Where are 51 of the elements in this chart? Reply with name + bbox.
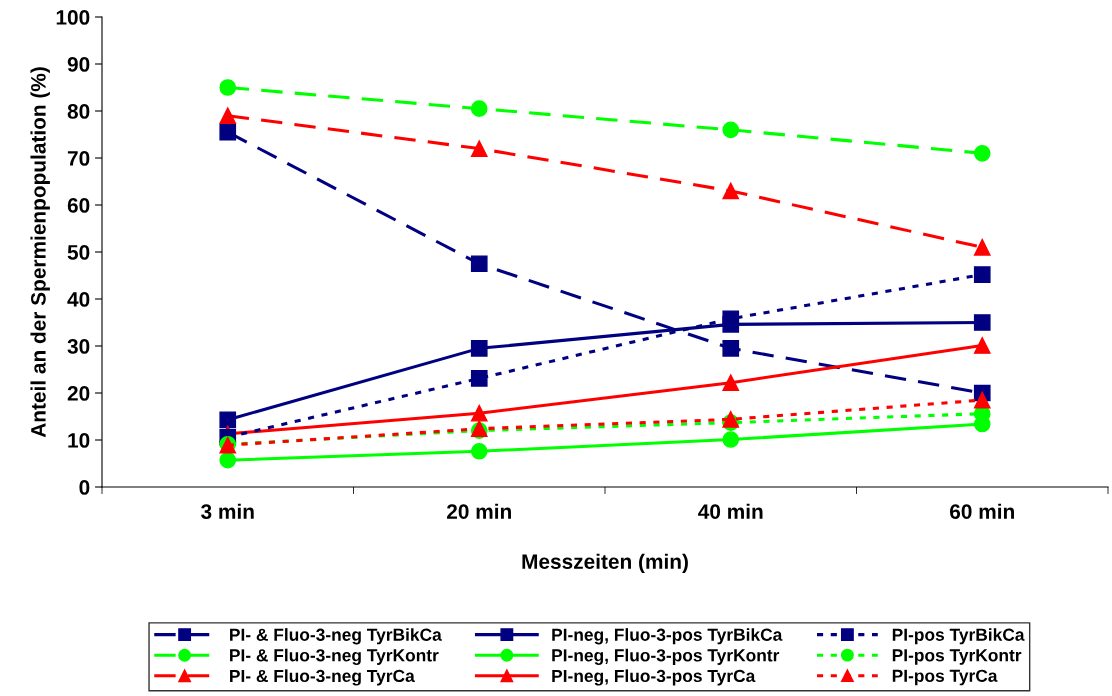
point (973, 238, 991, 256)
point (219, 123, 237, 141)
point (470, 404, 488, 422)
x-axis-title: Messzeiten (min) (522, 553, 688, 574)
x-tick-label: 20 min (446, 503, 511, 519)
point (973, 314, 991, 331)
y-tick-label: 90 (67, 57, 90, 72)
legend-label: PI- & Fluo-3-neg TyrKontr (230, 648, 439, 665)
legend-label: PI-pos TyrKontr (892, 649, 1022, 665)
point (722, 121, 740, 139)
y-tick-label: 80 (67, 104, 90, 119)
x-tick-label: 60 min (950, 503, 1014, 519)
x-tick-label: 40 min (698, 503, 763, 519)
y-tick-label: 70 (67, 151, 90, 166)
legend-label: PI-neg, Fluo-3-pos TyrKontr (552, 648, 780, 665)
y-tick-label: 40 (67, 292, 90, 307)
point (470, 255, 488, 273)
y-tick-label: 20 (67, 386, 90, 401)
point (973, 266, 991, 283)
point (973, 144, 991, 162)
x-tick-label: 3 min (201, 503, 254, 519)
legend-label: PI-neg, Fluo-3-pos TyrCa (552, 669, 756, 686)
legend-label: PI-pos TyrCa (892, 669, 998, 686)
legend-label: PI-pos TyrBikCa (892, 628, 1025, 645)
point (470, 100, 488, 117)
point (219, 107, 237, 125)
point (722, 340, 740, 357)
y-tick-label: 30 (67, 339, 90, 354)
point (219, 451, 237, 469)
y-tick-label: 60 (67, 198, 90, 213)
y-tick-label: 50 (67, 245, 90, 260)
point (470, 442, 488, 460)
legend-label: PI- & Fluo-3-neg TyrCa (230, 669, 415, 686)
point (722, 410, 740, 428)
point (722, 310, 740, 328)
point (470, 340, 488, 357)
point (722, 374, 740, 391)
point (722, 182, 740, 200)
legend-label: PI- & Fluo-3-neg TyrBikCa (230, 628, 442, 645)
y-tick-label: 10 (68, 433, 90, 448)
point (219, 411, 237, 429)
point (470, 140, 488, 157)
point (973, 337, 991, 354)
point (219, 79, 237, 96)
point (722, 431, 740, 448)
point (470, 370, 488, 387)
point (973, 391, 991, 409)
y-axis-title: Anteil an der Spermienpopulation (%) (30, 67, 50, 438)
y-tick-label: 0 (79, 480, 90, 495)
y-tick-label: 100 (56, 10, 90, 25)
legend-label: PI-neg, Fluo-3-pos TyrBikCa (552, 628, 783, 645)
